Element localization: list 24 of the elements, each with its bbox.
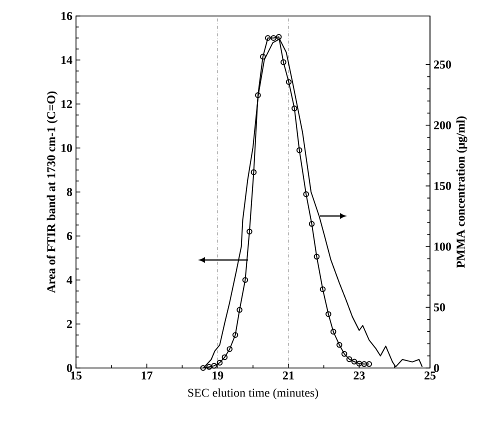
y-tick-label: 6 bbox=[66, 232, 72, 240]
y-tick-label: 0 bbox=[66, 364, 72, 372]
y2-tick-label: 50 bbox=[434, 303, 446, 312]
y-tick-label: 2 bbox=[67, 320, 72, 328]
y-tick-label: 4 bbox=[66, 276, 72, 284]
x-tick-label: 25 bbox=[424, 372, 436, 380]
x-axis-title: SEC elution time (minutes) bbox=[188, 388, 318, 400]
y-axis-title: Area of FTIR band at 1730 cm-1 (C=O) bbox=[46, 91, 58, 293]
x-tick-label: 21 bbox=[282, 372, 294, 380]
x-tick-label: 19 bbox=[212, 372, 224, 380]
y2-tick-label: 0 bbox=[434, 364, 440, 372]
y2-tick-label: 150 bbox=[434, 182, 451, 190]
y2-tick-label: 200 bbox=[434, 121, 451, 130]
y-tick-label: 10 bbox=[61, 144, 72, 152]
y2-tick-label: 250 bbox=[434, 60, 451, 69]
y2-tick-label: 100 bbox=[434, 242, 451, 251]
y-tick-label: 12 bbox=[61, 100, 72, 108]
y2-axis-title: PMMA concentration (μg/ml) bbox=[456, 116, 468, 268]
x-tick-label: 23 bbox=[354, 372, 365, 380]
x-tick-label: 17 bbox=[142, 372, 152, 380]
y-tick-label: 16 bbox=[61, 12, 72, 20]
y-tick-label: 8 bbox=[66, 188, 72, 196]
y-tick-label: 14 bbox=[61, 56, 72, 64]
x-tick-label: 15 bbox=[70, 372, 82, 380]
